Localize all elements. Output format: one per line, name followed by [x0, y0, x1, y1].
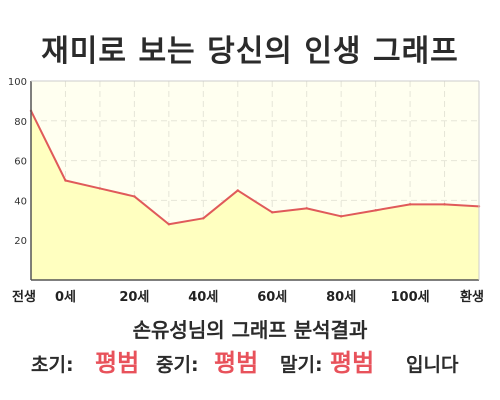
late-value: 평범 — [330, 349, 375, 377]
x-tick-label: 환생 — [460, 289, 484, 305]
result-suffix: 입니다 — [406, 354, 459, 376]
chart-title: 재미로 보는 당신의 인생 그래프 — [41, 34, 459, 69]
x-tick-label: 20세 — [119, 290, 149, 305]
y-tick-label: 20 — [14, 236, 27, 247]
life-series-line — [30, 110, 480, 226]
data-point — [98, 187, 102, 190]
analysis-summary: 손유성님의 그래프 분석결과 — [132, 318, 368, 342]
x-tick-label: 0세 — [55, 290, 76, 305]
data-point — [236, 189, 239, 192]
y-tick-label: 80 — [14, 117, 27, 128]
data-point — [443, 203, 446, 206]
data-point — [64, 179, 67, 182]
y-tick-label: 100 — [8, 77, 27, 88]
result-row: 초기: 평범 중기: 평범 말기: 평범 입니다 — [0, 347, 500, 379]
late-label: 말기: — [280, 354, 323, 376]
data-point — [339, 215, 343, 218]
data-point — [271, 211, 274, 214]
data-point — [167, 223, 171, 226]
early-label: 초기: — [31, 354, 74, 376]
data-point — [133, 195, 136, 198]
y-tick-label: 60 — [14, 157, 27, 168]
y-tick-label: 40 — [14, 196, 27, 207]
data-point — [305, 207, 308, 210]
x-tick-label: 80세 — [326, 290, 356, 305]
x-tick-label: 60세 — [257, 290, 287, 305]
data-point — [374, 209, 377, 212]
data-point — [408, 203, 412, 206]
x-tick-label: 100세 — [391, 290, 430, 305]
data-point — [202, 217, 205, 220]
x-tick-label: 전생 — [12, 289, 36, 305]
x-tick-label: 40세 — [188, 290, 218, 305]
area-fill — [31, 110, 479, 280]
mid-label: 중기: — [156, 354, 199, 376]
mid-value: 평범 — [214, 349, 259, 377]
early-value: 평범 — [95, 349, 140, 377]
